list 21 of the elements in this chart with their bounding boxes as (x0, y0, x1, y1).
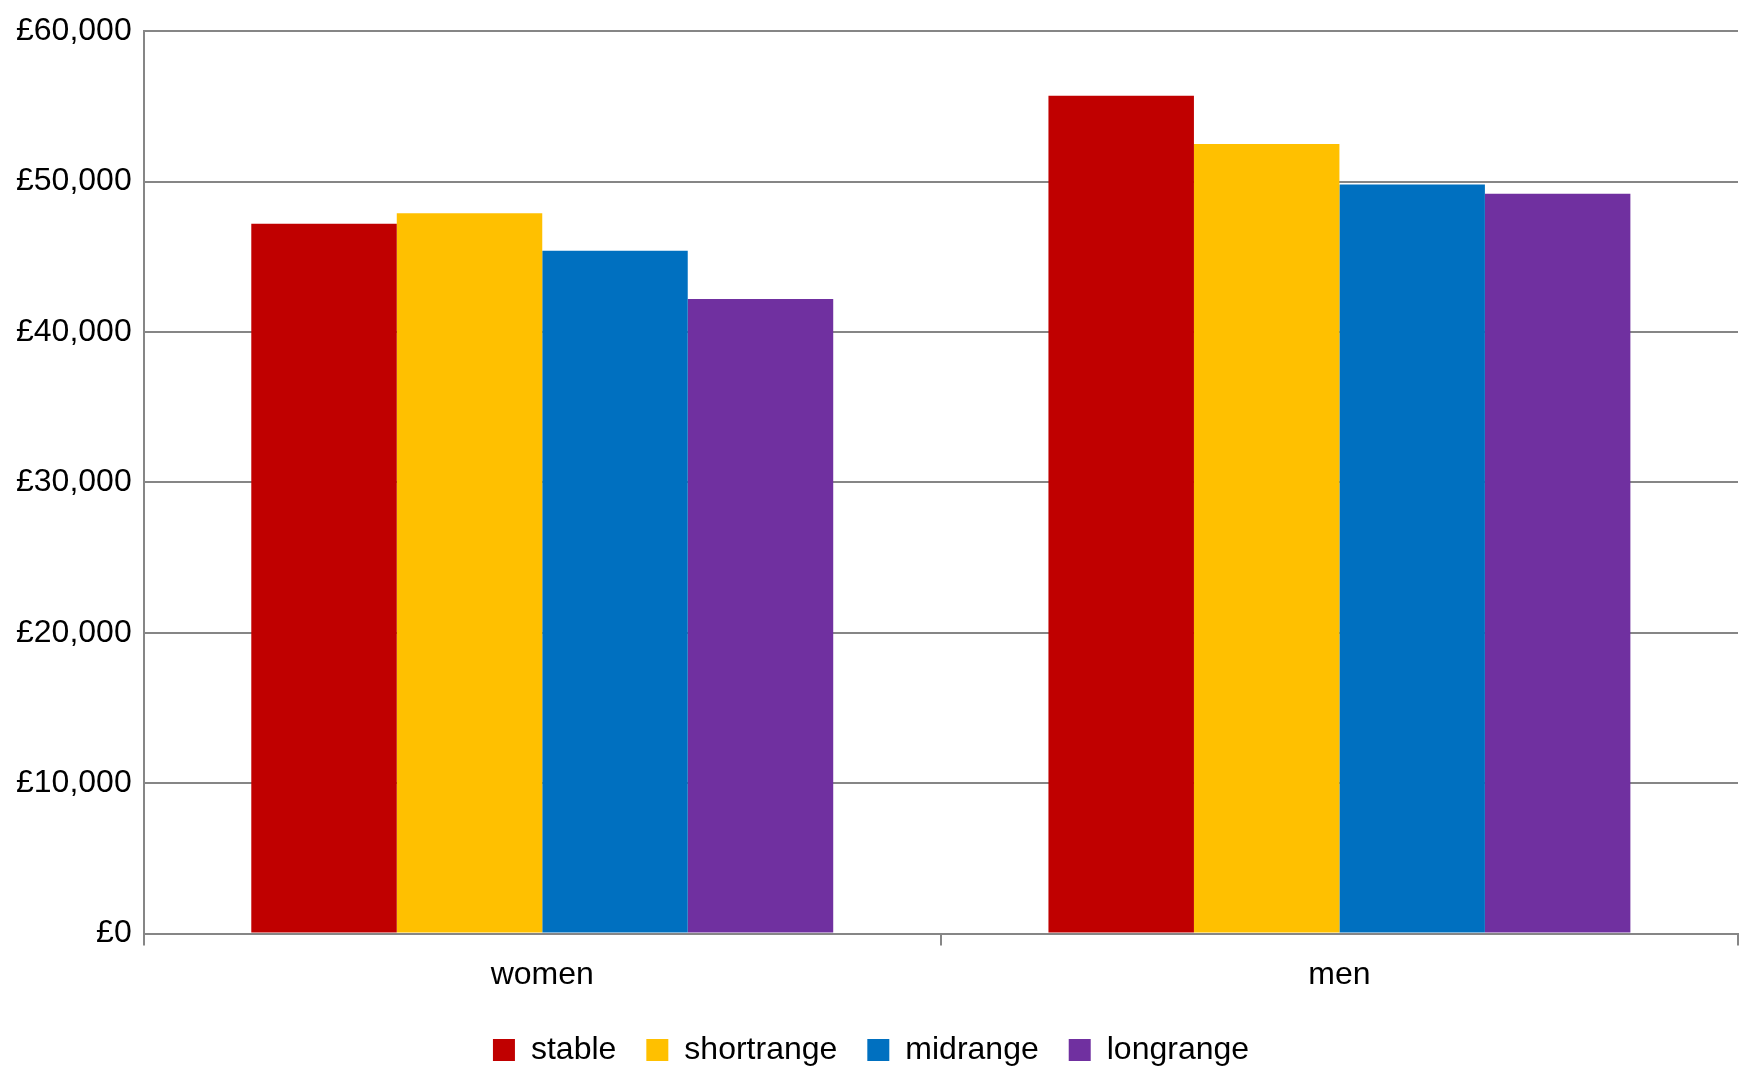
y-tick-label: £0 (96, 913, 132, 950)
bar (687, 298, 834, 933)
bar (1339, 184, 1485, 933)
bar (542, 250, 688, 933)
legend-label: shortrange (684, 1029, 838, 1066)
y-tick-label: £30,000 (16, 462, 132, 499)
x-tick-label: men (1308, 954, 1371, 991)
y-tick-label: £60,000 (16, 11, 132, 48)
bar (396, 213, 543, 933)
bar (1048, 95, 1194, 933)
y-tick-label: £20,000 (16, 612, 132, 649)
bar (1484, 193, 1631, 933)
legend-label: stable (530, 1029, 617, 1066)
bar (251, 223, 397, 933)
x-tick-label: women (489, 954, 594, 991)
legend-label: midrange (905, 1029, 1039, 1066)
y-tick-label: £50,000 (16, 161, 132, 198)
bar (1193, 144, 1340, 933)
y-tick-label: £10,000 (16, 763, 132, 800)
legend-label: longrange (1106, 1029, 1250, 1066)
y-tick-label: £40,000 (16, 311, 132, 348)
